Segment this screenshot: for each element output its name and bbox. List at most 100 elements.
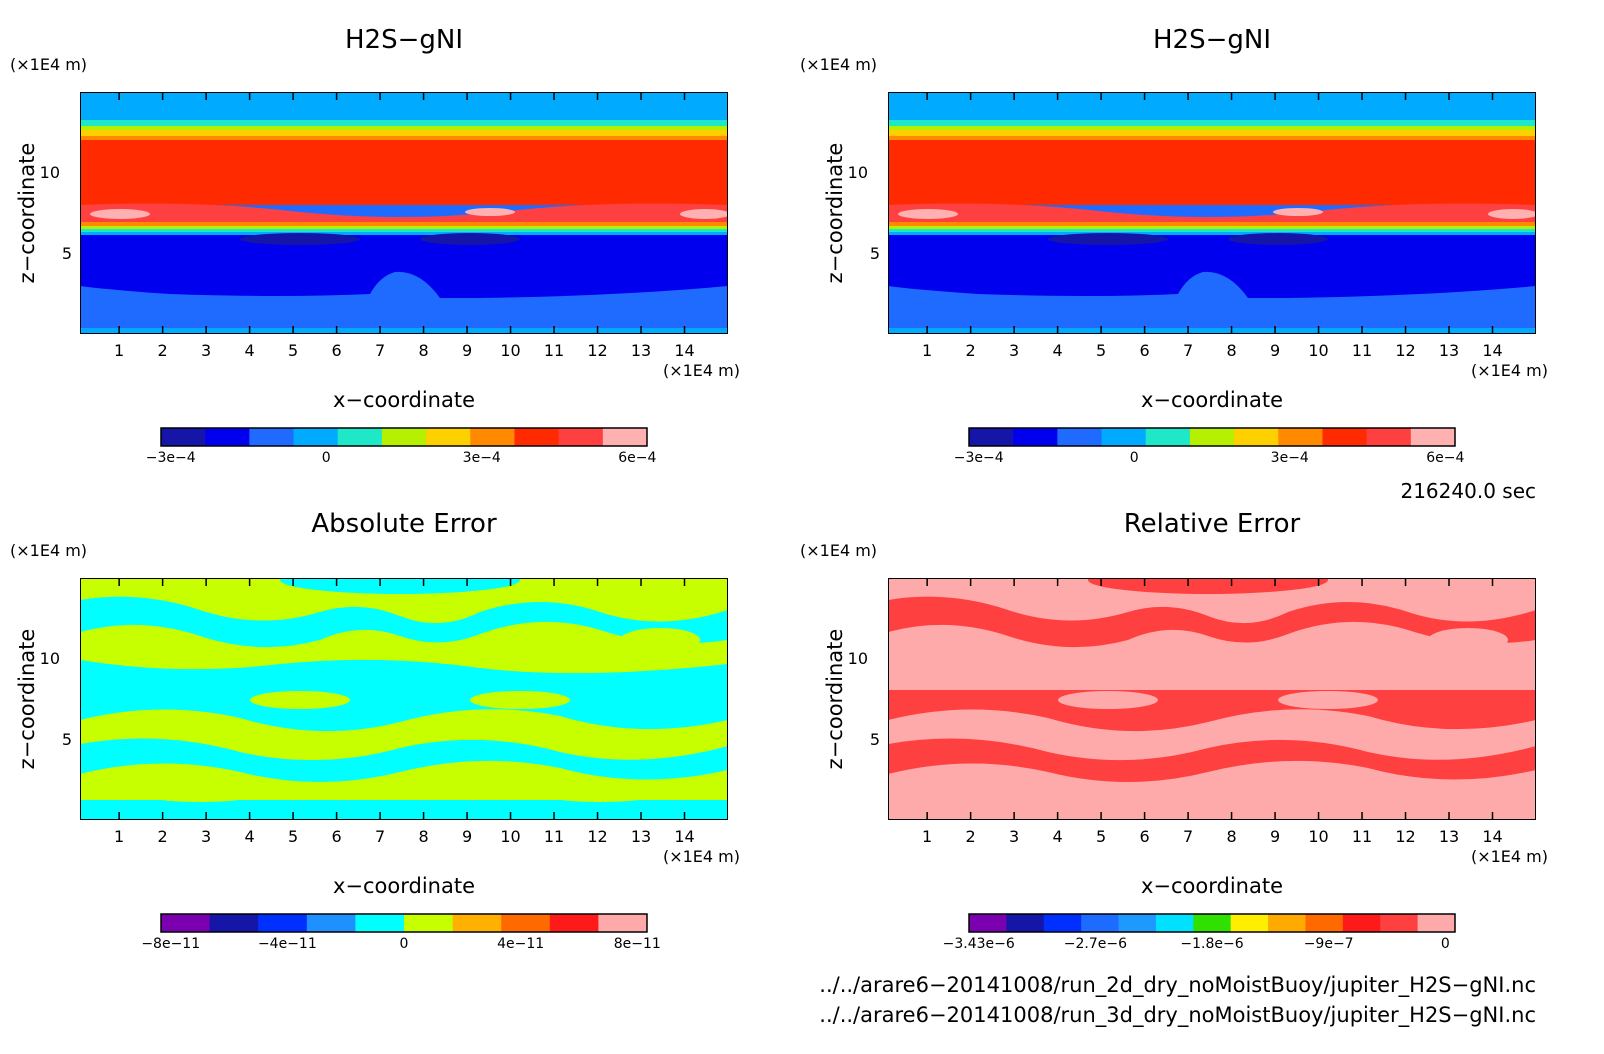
colorbar-swatch <box>1118 914 1157 932</box>
x-tick-label: 7 <box>1183 341 1193 360</box>
colorbar: −3e−4 0 3e−4 6e−4 <box>146 427 656 466</box>
x-unit-label: (×1E4 m) <box>1471 847 1548 866</box>
panel-absolute-error: Absolute Error (×1E4 m) 1 2 3 4 5 6 7 8 9 10 11 12 1… <box>10 509 740 952</box>
colorbar-swatch <box>1043 914 1082 932</box>
colorbar-label: 6e−4 <box>618 450 656 466</box>
x-tick-label: 11 <box>1352 827 1372 846</box>
colorbar-swatch <box>355 914 405 932</box>
x-tick-label: 1 <box>922 827 932 846</box>
y-tick-10: 10 <box>848 163 868 182</box>
y-tick-10: 10 <box>40 163 60 182</box>
time-label: 216240.0 sec <box>1400 479 1536 503</box>
x-tick-label: 6 <box>1139 341 1149 360</box>
colorbar-border <box>160 427 648 447</box>
colorbar-swatch <box>249 428 295 446</box>
colorbar-swatch <box>161 428 206 446</box>
x-tick-label: 5 <box>288 827 298 846</box>
panel-title: H2S−gNI <box>345 25 463 55</box>
x-unit-label: (×1E4 m) <box>663 361 740 380</box>
colorbar-swatch <box>598 914 648 932</box>
colorbar-label: −2.7e−6 <box>1064 936 1127 952</box>
x-tick-label: 8 <box>1226 341 1236 360</box>
colorbar-border <box>160 913 648 933</box>
x-tick-label: 13 <box>631 827 651 846</box>
y-axis-label: z−coordinate <box>15 629 39 770</box>
colorbar-swatch <box>337 428 383 446</box>
colorbar-swatch <box>205 428 250 446</box>
colorbar-label: 0 <box>400 936 409 952</box>
y-axis-label: z−coordinate <box>15 143 39 284</box>
colorbar-label: 3e−4 <box>463 450 501 466</box>
colorbar-swatch <box>1193 914 1232 932</box>
colorbar-swatch <box>404 914 454 932</box>
panel-title: H2S−gNI <box>1153 25 1271 55</box>
y-tick-10: 10 <box>40 649 60 668</box>
colorbar-swatch <box>501 914 551 932</box>
x-ticks: 1 2 3 4 5 6 7 8 9 10 11 12 13 14 <box>114 578 695 846</box>
y-axis-label: z−coordinate <box>823 143 847 284</box>
colorbar-swatch <box>1189 428 1235 446</box>
x-tick-label: 5 <box>1096 827 1106 846</box>
x-tick-label: 1 <box>114 827 124 846</box>
x-ticks: 1 2 3 4 5 6 7 8 9 10 11 12 13 14 <box>922 92 1503 360</box>
x-tick-label: 12 <box>1395 827 1415 846</box>
x-tick-label: 9 <box>462 341 472 360</box>
colorbar-label: −3e−4 <box>146 450 196 466</box>
colorbar-label: −4e−11 <box>258 936 317 952</box>
x-tick-label: 8 <box>1226 827 1236 846</box>
x-tick-label: 12 <box>1395 341 1415 360</box>
colorbar-swatch <box>452 914 502 932</box>
colorbar-swatch <box>549 914 599 932</box>
colorbar-swatch <box>209 914 259 932</box>
panel-h2s-right: H2S−gNI (×1E4 m) 1 2 3 4 5 6 7 8 9 10 11 12 13 14 1 <box>800 25 1548 466</box>
colorbar-label: −1.8e−6 <box>1180 936 1243 952</box>
colorbar-swatch <box>1145 428 1191 446</box>
x-tick-label: 8 <box>418 341 428 360</box>
x-ticks: 1 2 3 4 5 6 7 8 9 10 11 12 13 14 <box>114 92 695 360</box>
x-tick-label: 1 <box>114 341 124 360</box>
colorbar: −3.43e−6 −2.7e−6 −1.8e−6 −9e−7 0 <box>943 913 1456 952</box>
x-tick-label: 6 <box>331 341 341 360</box>
x-tick-label: 7 <box>375 341 385 360</box>
x-tick-label: 4 <box>1053 827 1063 846</box>
colorbar-label: 0 <box>322 450 331 466</box>
x-tick-label: 3 <box>1009 341 1019 360</box>
x-tick-label: 7 <box>375 827 385 846</box>
x-unit-label: (×1E4 m) <box>663 847 740 866</box>
panel-h2s-left: H2S−gNI (×1E4 m) 1 2 3 4 5 6 7 8 9 10 11 12 13 14 1 <box>10 25 740 466</box>
z-unit-label: (×1E4 m) <box>800 541 877 560</box>
colorbar-border <box>968 913 1456 933</box>
colorbar-swatch <box>558 428 604 446</box>
x-tick-label: 3 <box>201 341 211 360</box>
y-tick-5: 5 <box>870 730 880 749</box>
x-tick-label: 11 <box>544 341 564 360</box>
y-tick-10: 10 <box>848 649 868 668</box>
file-path-1: ../../arare6−20141008/run_2d_dry_noMoist… <box>819 973 1536 998</box>
colorbar-swatch <box>969 428 1014 446</box>
x-tick-label: 14 <box>674 827 694 846</box>
colorbar-label: 4e−11 <box>497 936 544 952</box>
colorbar-swatch <box>1305 914 1344 932</box>
y-tick-5: 5 <box>62 730 72 749</box>
x-tick-label: 2 <box>158 827 168 846</box>
x-tick-label: 8 <box>418 827 428 846</box>
colorbar-label: 6e−4 <box>1426 450 1464 466</box>
panel-title: Relative Error <box>1124 509 1301 539</box>
colorbar-border <box>968 427 1456 447</box>
heatmap-plot <box>888 578 1536 820</box>
colorbar-swatch <box>306 914 356 932</box>
x-tick-label: 2 <box>966 341 976 360</box>
colorbar-swatch <box>1057 428 1103 446</box>
x-tick-label: 14 <box>1482 827 1502 846</box>
colorbar-swatch <box>969 914 1007 932</box>
colorbar-swatch <box>293 428 339 446</box>
colorbar-label: 3e−4 <box>1271 450 1309 466</box>
colorbar-label: −9e−7 <box>1304 936 1354 952</box>
z-unit-label: (×1E4 m) <box>10 55 87 74</box>
colorbar-swatch <box>381 428 427 446</box>
x-tick-label: 6 <box>331 827 341 846</box>
panel-title: Absolute Error <box>311 509 497 539</box>
x-tick-label: 3 <box>1009 827 1019 846</box>
heatmap-plot <box>80 578 728 820</box>
